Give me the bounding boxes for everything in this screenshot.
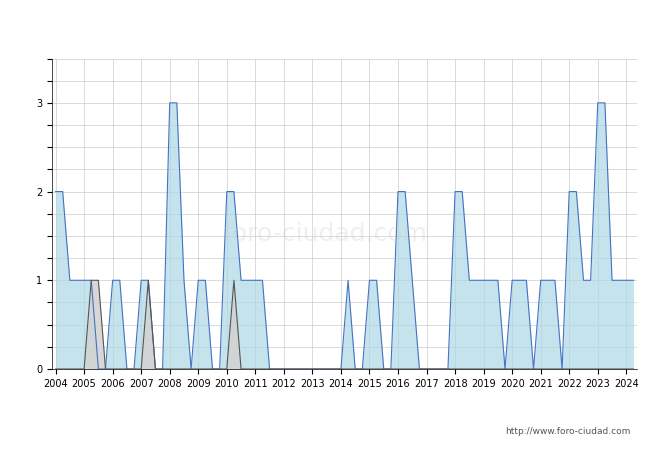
Text: http://www.foro-ciudad.com: http://www.foro-ciudad.com	[505, 428, 630, 436]
Text: Trabadelo - Evolucion del Nº de Transacciones Inmobiliarias: Trabadelo - Evolucion del Nº de Transacc…	[98, 17, 552, 32]
Text: foro-ciudad.com: foro-ciudad.com	[223, 222, 427, 246]
